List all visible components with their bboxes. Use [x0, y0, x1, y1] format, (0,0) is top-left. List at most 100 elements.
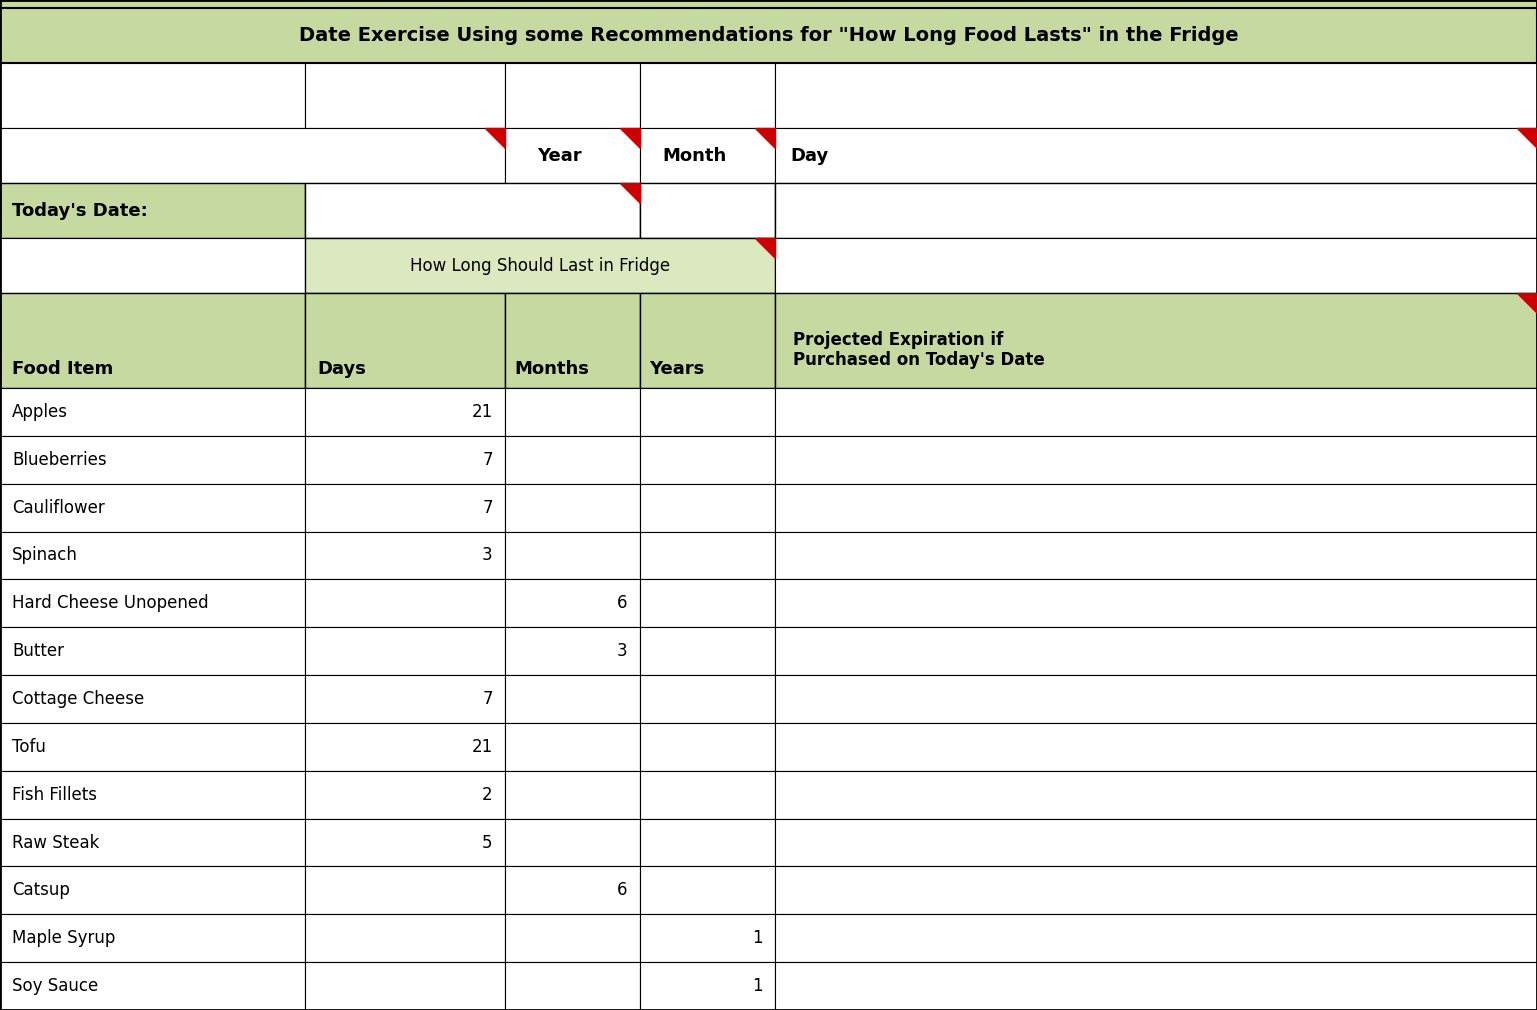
Bar: [639, 723, 775, 771]
Text: 7: 7: [483, 690, 493, 708]
Bar: [506, 388, 639, 436]
Text: Today's Date:: Today's Date:: [12, 202, 148, 219]
Text: 2: 2: [483, 786, 493, 804]
Bar: [304, 963, 506, 1010]
Bar: [304, 580, 506, 627]
Bar: [304, 627, 506, 675]
Text: Tofu: Tofu: [12, 738, 46, 755]
Bar: [639, 293, 775, 388]
Bar: [639, 627, 775, 675]
Bar: [506, 771, 639, 819]
Bar: [775, 580, 1537, 627]
Text: 1: 1: [752, 977, 762, 995]
Bar: [304, 238, 775, 293]
Bar: [775, 675, 1537, 723]
Bar: [506, 723, 639, 771]
Bar: [0, 388, 304, 436]
Bar: [506, 675, 639, 723]
Text: Projected Expiration if
Purchased on Today's Date: Projected Expiration if Purchased on Tod…: [793, 330, 1045, 370]
Text: Spinach: Spinach: [12, 546, 78, 565]
Text: 7: 7: [483, 499, 493, 517]
Text: Day: Day: [790, 146, 828, 165]
Bar: [506, 63, 639, 128]
Text: 3: 3: [616, 642, 627, 661]
Bar: [0, 914, 304, 963]
Text: 21: 21: [472, 403, 493, 421]
Bar: [506, 627, 639, 675]
Bar: [304, 819, 506, 867]
Polygon shape: [1517, 128, 1537, 148]
Text: 5: 5: [483, 833, 493, 851]
Text: 1: 1: [752, 929, 762, 947]
Text: Butter: Butter: [12, 642, 65, 661]
Bar: [775, 867, 1537, 914]
Text: How Long Should Last in Fridge: How Long Should Last in Fridge: [410, 257, 670, 275]
Bar: [639, 771, 775, 819]
Bar: [0, 867, 304, 914]
Bar: [506, 293, 639, 388]
Bar: [506, 531, 639, 580]
Bar: [775, 771, 1537, 819]
Text: 21: 21: [472, 738, 493, 755]
Text: Year: Year: [536, 146, 581, 165]
Bar: [304, 183, 639, 238]
Polygon shape: [619, 128, 639, 148]
Bar: [0, 0, 1537, 8]
Bar: [0, 627, 304, 675]
Bar: [304, 914, 506, 963]
Bar: [506, 963, 639, 1010]
Bar: [775, 293, 1537, 388]
Text: 6: 6: [618, 882, 627, 899]
Bar: [304, 675, 506, 723]
Bar: [639, 914, 775, 963]
Bar: [775, 183, 1537, 238]
Polygon shape: [619, 183, 639, 203]
Bar: [0, 238, 304, 293]
Bar: [639, 819, 775, 867]
Bar: [304, 723, 506, 771]
Bar: [0, 675, 304, 723]
Bar: [639, 388, 775, 436]
Bar: [639, 183, 775, 238]
Bar: [304, 63, 506, 128]
Text: Cauliflower: Cauliflower: [12, 499, 105, 517]
Bar: [639, 531, 775, 580]
Polygon shape: [1517, 293, 1537, 313]
Text: Cottage Cheese: Cottage Cheese: [12, 690, 144, 708]
Bar: [639, 63, 775, 128]
Bar: [639, 580, 775, 627]
Bar: [775, 914, 1537, 963]
Bar: [304, 531, 506, 580]
Text: Date Exercise Using some Recommendations for "How Long Food Lasts" in the Fridge: Date Exercise Using some Recommendations…: [298, 26, 1239, 45]
Polygon shape: [755, 238, 775, 258]
Bar: [0, 723, 304, 771]
Bar: [775, 388, 1537, 436]
Bar: [506, 436, 639, 484]
Bar: [304, 293, 506, 388]
Bar: [0, 771, 304, 819]
Text: Blueberries: Blueberries: [12, 450, 108, 469]
Bar: [775, 627, 1537, 675]
Text: Years: Years: [649, 360, 704, 378]
Bar: [0, 963, 304, 1010]
Bar: [0, 293, 304, 388]
Bar: [0, 819, 304, 867]
Bar: [506, 867, 639, 914]
Bar: [506, 128, 639, 183]
Text: Month: Month: [662, 146, 725, 165]
Text: Hard Cheese Unopened: Hard Cheese Unopened: [12, 594, 209, 612]
Bar: [0, 436, 304, 484]
Bar: [775, 484, 1537, 531]
Text: 6: 6: [618, 594, 627, 612]
Bar: [775, 723, 1537, 771]
Text: 7: 7: [483, 450, 493, 469]
Text: Apples: Apples: [12, 403, 68, 421]
Text: Months: Months: [515, 360, 589, 378]
Bar: [304, 771, 506, 819]
Bar: [639, 867, 775, 914]
Bar: [506, 580, 639, 627]
Bar: [304, 484, 506, 531]
Bar: [0, 8, 1537, 63]
Bar: [304, 436, 506, 484]
Bar: [506, 819, 639, 867]
